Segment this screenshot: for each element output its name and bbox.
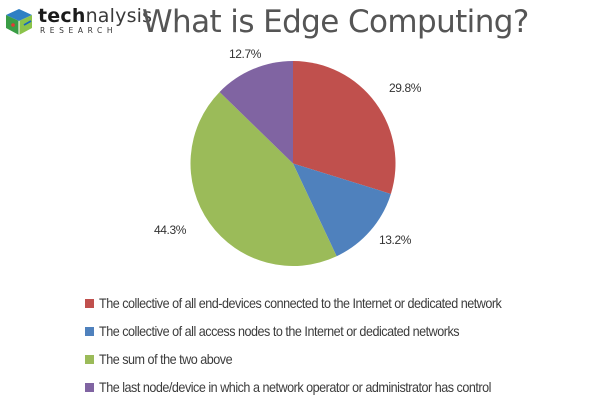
legend-swatch — [85, 298, 94, 308]
legend-item: The sum of the two above — [85, 345, 546, 373]
logo-subtitle: RESEARCH — [40, 26, 118, 35]
slice-data-label: 12.7% — [229, 47, 262, 61]
legend-label: The collective of all end-devices connec… — [99, 295, 502, 311]
legend-label: The collective of all access nodes to th… — [99, 323, 460, 339]
pie-slice — [219, 61, 293, 164]
slice-data-label: 13.2% — [379, 233, 412, 247]
legend-swatch — [85, 354, 94, 364]
logo-wordmark: technalysis — [38, 5, 153, 27]
pie-slice — [293, 163, 391, 257]
legend-item: The collective of all access nodes to th… — [85, 317, 546, 345]
legend-item: The last node/device in which a network … — [85, 373, 546, 401]
legend-label: The last node/device in which a network … — [99, 379, 491, 395]
pie-slice — [190, 91, 337, 266]
slice-data-label: 44.3% — [154, 223, 187, 237]
legend-swatch — [85, 382, 94, 392]
legend-item: The collective of all end-devices connec… — [85, 289, 546, 317]
chart-legend: The collective of all end-devices connec… — [85, 289, 546, 401]
chart-title: What is Edge Computing? — [142, 4, 529, 40]
pie-chart: 29.8% 13.2% 44.3% 12.7% — [154, 47, 422, 266]
slice-data-label: 29.8% — [389, 81, 422, 95]
technalysis-logo: technalysis RESEARCH — [4, 4, 152, 38]
legend-swatch — [85, 326, 94, 336]
legend-label: The sum of the two above — [99, 351, 233, 367]
pie-slice — [293, 61, 396, 194]
cube-icon — [6, 9, 32, 35]
